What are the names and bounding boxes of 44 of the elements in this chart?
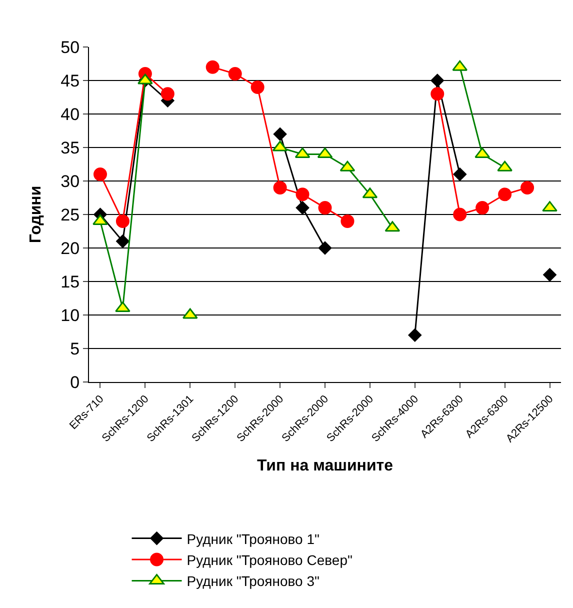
y-tick-label: 35 bbox=[60, 138, 80, 158]
point bbox=[250, 80, 264, 94]
y-tick-label: 30 bbox=[60, 172, 80, 191]
point bbox=[206, 60, 220, 74]
point bbox=[340, 214, 354, 228]
point bbox=[430, 87, 444, 101]
point bbox=[296, 201, 310, 214]
point bbox=[93, 168, 107, 182]
point bbox=[273, 180, 287, 194]
y-tick-label: 0 bbox=[70, 372, 80, 392]
point bbox=[430, 74, 444, 88]
x-axis-title: Тип на машините bbox=[256, 458, 394, 475]
point bbox=[318, 241, 332, 255]
point bbox=[408, 328, 422, 342]
y-tick-label: 10 bbox=[60, 306, 80, 325]
point bbox=[318, 201, 332, 215]
y-tick-label: 15 bbox=[60, 272, 80, 292]
point bbox=[498, 188, 512, 202]
point bbox=[296, 188, 310, 202]
legend-label: Рудник "Трояново Север" bbox=[186, 552, 352, 568]
legend-label: Рудник "Трояново 3" bbox=[186, 573, 320, 590]
point bbox=[116, 214, 130, 228]
point bbox=[453, 208, 467, 222]
y-tick-label: 5 bbox=[70, 339, 80, 358]
y-tick-label: 40 bbox=[60, 104, 80, 124]
y-tick-label: 20 bbox=[60, 238, 80, 258]
point bbox=[138, 74, 153, 84]
point bbox=[273, 128, 287, 141]
legend-label: Рудник "Трояново 1" bbox=[186, 530, 320, 547]
point bbox=[116, 234, 130, 248]
y-tick-label: 45 bbox=[60, 71, 80, 90]
y-tick-label: 50 bbox=[60, 38, 80, 57]
point bbox=[92, 214, 108, 225]
point bbox=[115, 302, 130, 312]
point bbox=[228, 67, 242, 81]
point bbox=[520, 180, 534, 194]
y-tick-label: 25 bbox=[60, 205, 80, 224]
y-axis-title: Години bbox=[28, 186, 45, 244]
point bbox=[160, 87, 174, 101]
point bbox=[453, 168, 466, 181]
point bbox=[476, 201, 490, 215]
point bbox=[543, 268, 556, 282]
point bbox=[497, 160, 512, 172]
point bbox=[542, 201, 558, 212]
